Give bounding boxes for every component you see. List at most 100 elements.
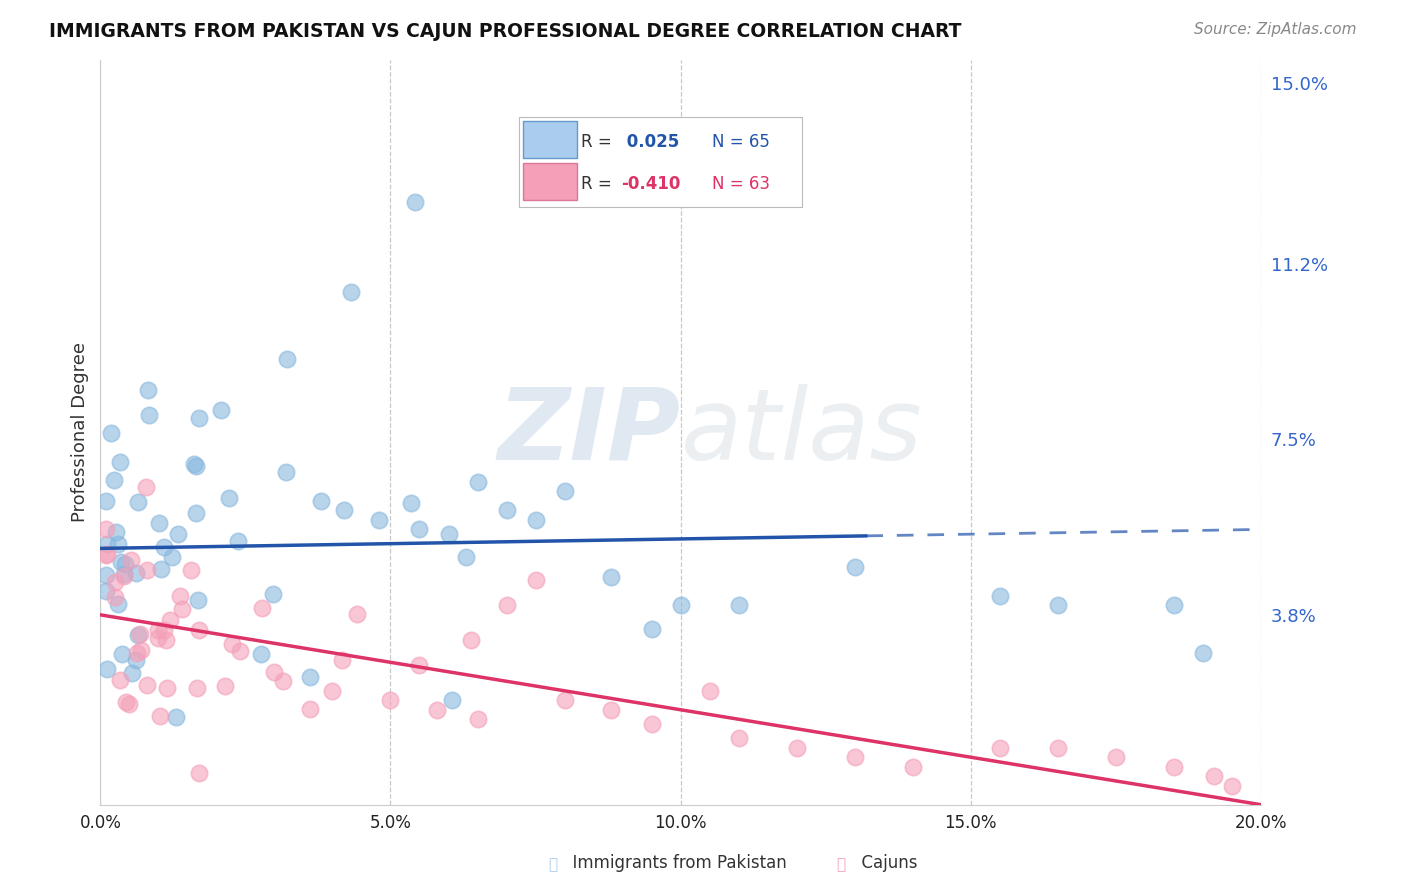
Point	[96, 662, 118, 676]
Point	[437, 527, 460, 541]
Point	[333, 503, 356, 517]
Point	[131, 642, 153, 657]
Point	[186, 459, 208, 474]
Point	[159, 614, 181, 628]
Point	[96, 537, 118, 551]
Point	[96, 584, 118, 599]
Point	[901, 760, 924, 774]
Point	[669, 599, 692, 613]
Text: Cajuns: Cajuns	[851, 855, 917, 872]
Point	[96, 522, 118, 536]
Point	[96, 548, 118, 562]
Point	[554, 693, 576, 707]
Point	[367, 513, 389, 527]
Point	[153, 540, 176, 554]
Point	[330, 652, 353, 666]
Point	[495, 503, 517, 517]
Text: R =: R =	[581, 133, 617, 152]
Point	[844, 560, 866, 574]
Text: 0.025: 0.025	[620, 133, 679, 152]
Point	[167, 527, 190, 541]
Point	[127, 494, 149, 508]
Point	[183, 457, 205, 471]
Point	[271, 674, 294, 689]
Point	[988, 740, 1011, 755]
Point	[1163, 760, 1185, 774]
Point	[112, 569, 135, 583]
Point	[321, 683, 343, 698]
Point	[108, 673, 131, 687]
Point	[136, 563, 159, 577]
Point	[640, 622, 662, 636]
Point	[156, 681, 179, 695]
Text: N = 65: N = 65	[711, 133, 769, 152]
Point	[105, 524, 128, 539]
Point	[229, 644, 252, 658]
Point	[135, 480, 157, 494]
Y-axis label: Professional Degree: Professional Degree	[72, 343, 89, 522]
Text: ⬜: ⬜	[548, 857, 557, 872]
Point	[340, 285, 363, 300]
Point	[103, 473, 125, 487]
Point	[104, 590, 127, 604]
Point	[186, 681, 208, 695]
Point	[1220, 779, 1243, 793]
Point	[100, 425, 122, 440]
Point	[155, 632, 177, 647]
Point	[467, 712, 489, 726]
Point	[96, 568, 118, 582]
Point	[148, 623, 170, 637]
Point	[218, 491, 240, 505]
Point	[136, 383, 159, 397]
Point	[1163, 599, 1185, 613]
Text: ZIP: ZIP	[498, 384, 681, 481]
Point	[214, 679, 236, 693]
Text: N = 63: N = 63	[711, 176, 769, 194]
Point	[262, 587, 284, 601]
Point	[524, 573, 547, 587]
Point	[250, 600, 273, 615]
Point	[441, 693, 464, 707]
Point	[226, 534, 249, 549]
Point	[1105, 750, 1128, 764]
Text: Source: ZipAtlas.com: Source: ZipAtlas.com	[1194, 22, 1357, 37]
Point	[149, 708, 172, 723]
Point	[146, 631, 169, 645]
Point	[96, 493, 118, 508]
Point	[844, 750, 866, 764]
Text: Immigrants from Pakistan: Immigrants from Pakistan	[562, 855, 787, 872]
Point	[107, 536, 129, 550]
Point	[600, 703, 623, 717]
Point	[107, 597, 129, 611]
Point	[346, 607, 368, 621]
Point	[274, 466, 297, 480]
Point	[187, 765, 209, 780]
Point	[699, 683, 721, 698]
Point	[110, 647, 132, 661]
Point	[221, 637, 243, 651]
Point	[299, 702, 322, 716]
Point	[727, 731, 749, 746]
Point	[209, 402, 232, 417]
Point	[160, 550, 183, 565]
Text: IMMIGRANTS FROM PAKISTAN VS CAJUN PROFESSIONAL DEGREE CORRELATION CHART: IMMIGRANTS FROM PAKISTAN VS CAJUN PROFES…	[49, 22, 962, 41]
Point	[408, 523, 430, 537]
Point	[165, 710, 187, 724]
Point	[125, 652, 148, 666]
Point	[1204, 769, 1226, 783]
Point	[524, 513, 547, 527]
Text: -0.410: -0.410	[620, 176, 681, 194]
Point	[309, 494, 332, 508]
Point	[108, 455, 131, 469]
Point	[112, 567, 135, 582]
Point	[299, 670, 322, 684]
Point	[125, 566, 148, 580]
Point	[786, 740, 808, 755]
Point	[1046, 740, 1069, 755]
Point	[138, 409, 160, 423]
Point	[187, 593, 209, 607]
Point	[169, 589, 191, 603]
Text: atlas: atlas	[681, 384, 922, 481]
Point	[128, 627, 150, 641]
Point	[148, 516, 170, 530]
